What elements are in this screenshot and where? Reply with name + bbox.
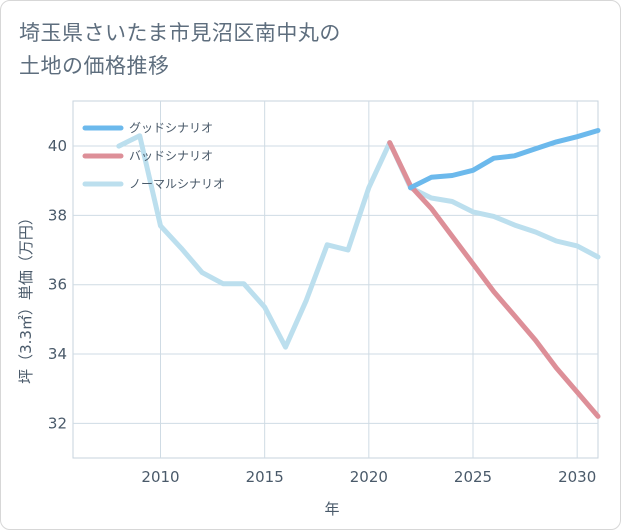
chart-title-line-1: 埼玉県さいたま市見沼区南中丸の [19, 21, 341, 45]
x-tick-label: 2015 [246, 468, 284, 486]
series-line-1 [387, 140, 601, 419]
y-tick-label: 36 [48, 276, 67, 294]
legend-label: グッドシナリオ [129, 121, 213, 135]
x-tick-label: 2010 [141, 468, 179, 486]
legend-label: バッドシナリオ [129, 149, 213, 163]
y-tick-label: 38 [48, 206, 67, 224]
y-tick-label: 34 [48, 345, 67, 363]
chart-title: 埼玉県さいたま市見沼区南中丸の 土地の価格推移 [19, 17, 341, 83]
x-tick-label: 2025 [454, 468, 492, 486]
y-tick-label: 32 [48, 414, 67, 432]
axis-ticks: 32 34 36 38 40 2010 2015 2020 2025 2030 [48, 137, 596, 486]
y-tick-label: 40 [48, 137, 67, 155]
x-tick-label: 2030 [558, 468, 596, 486]
x-axis-label: 年 [324, 500, 339, 518]
series-lines [116, 128, 601, 419]
y-axis-label: 坪（3.3㎡）単価（万円） [17, 210, 35, 384]
x-tick-label: 2020 [350, 468, 388, 486]
series-line-2 [116, 133, 601, 350]
series-line-0 [408, 128, 601, 191]
chart-title-line-2: 土地の価格推移 [19, 54, 170, 78]
legend-label: ノーマルシナリオ [129, 177, 225, 191]
plot-frame [72, 100, 599, 459]
grid [72, 100, 599, 459]
